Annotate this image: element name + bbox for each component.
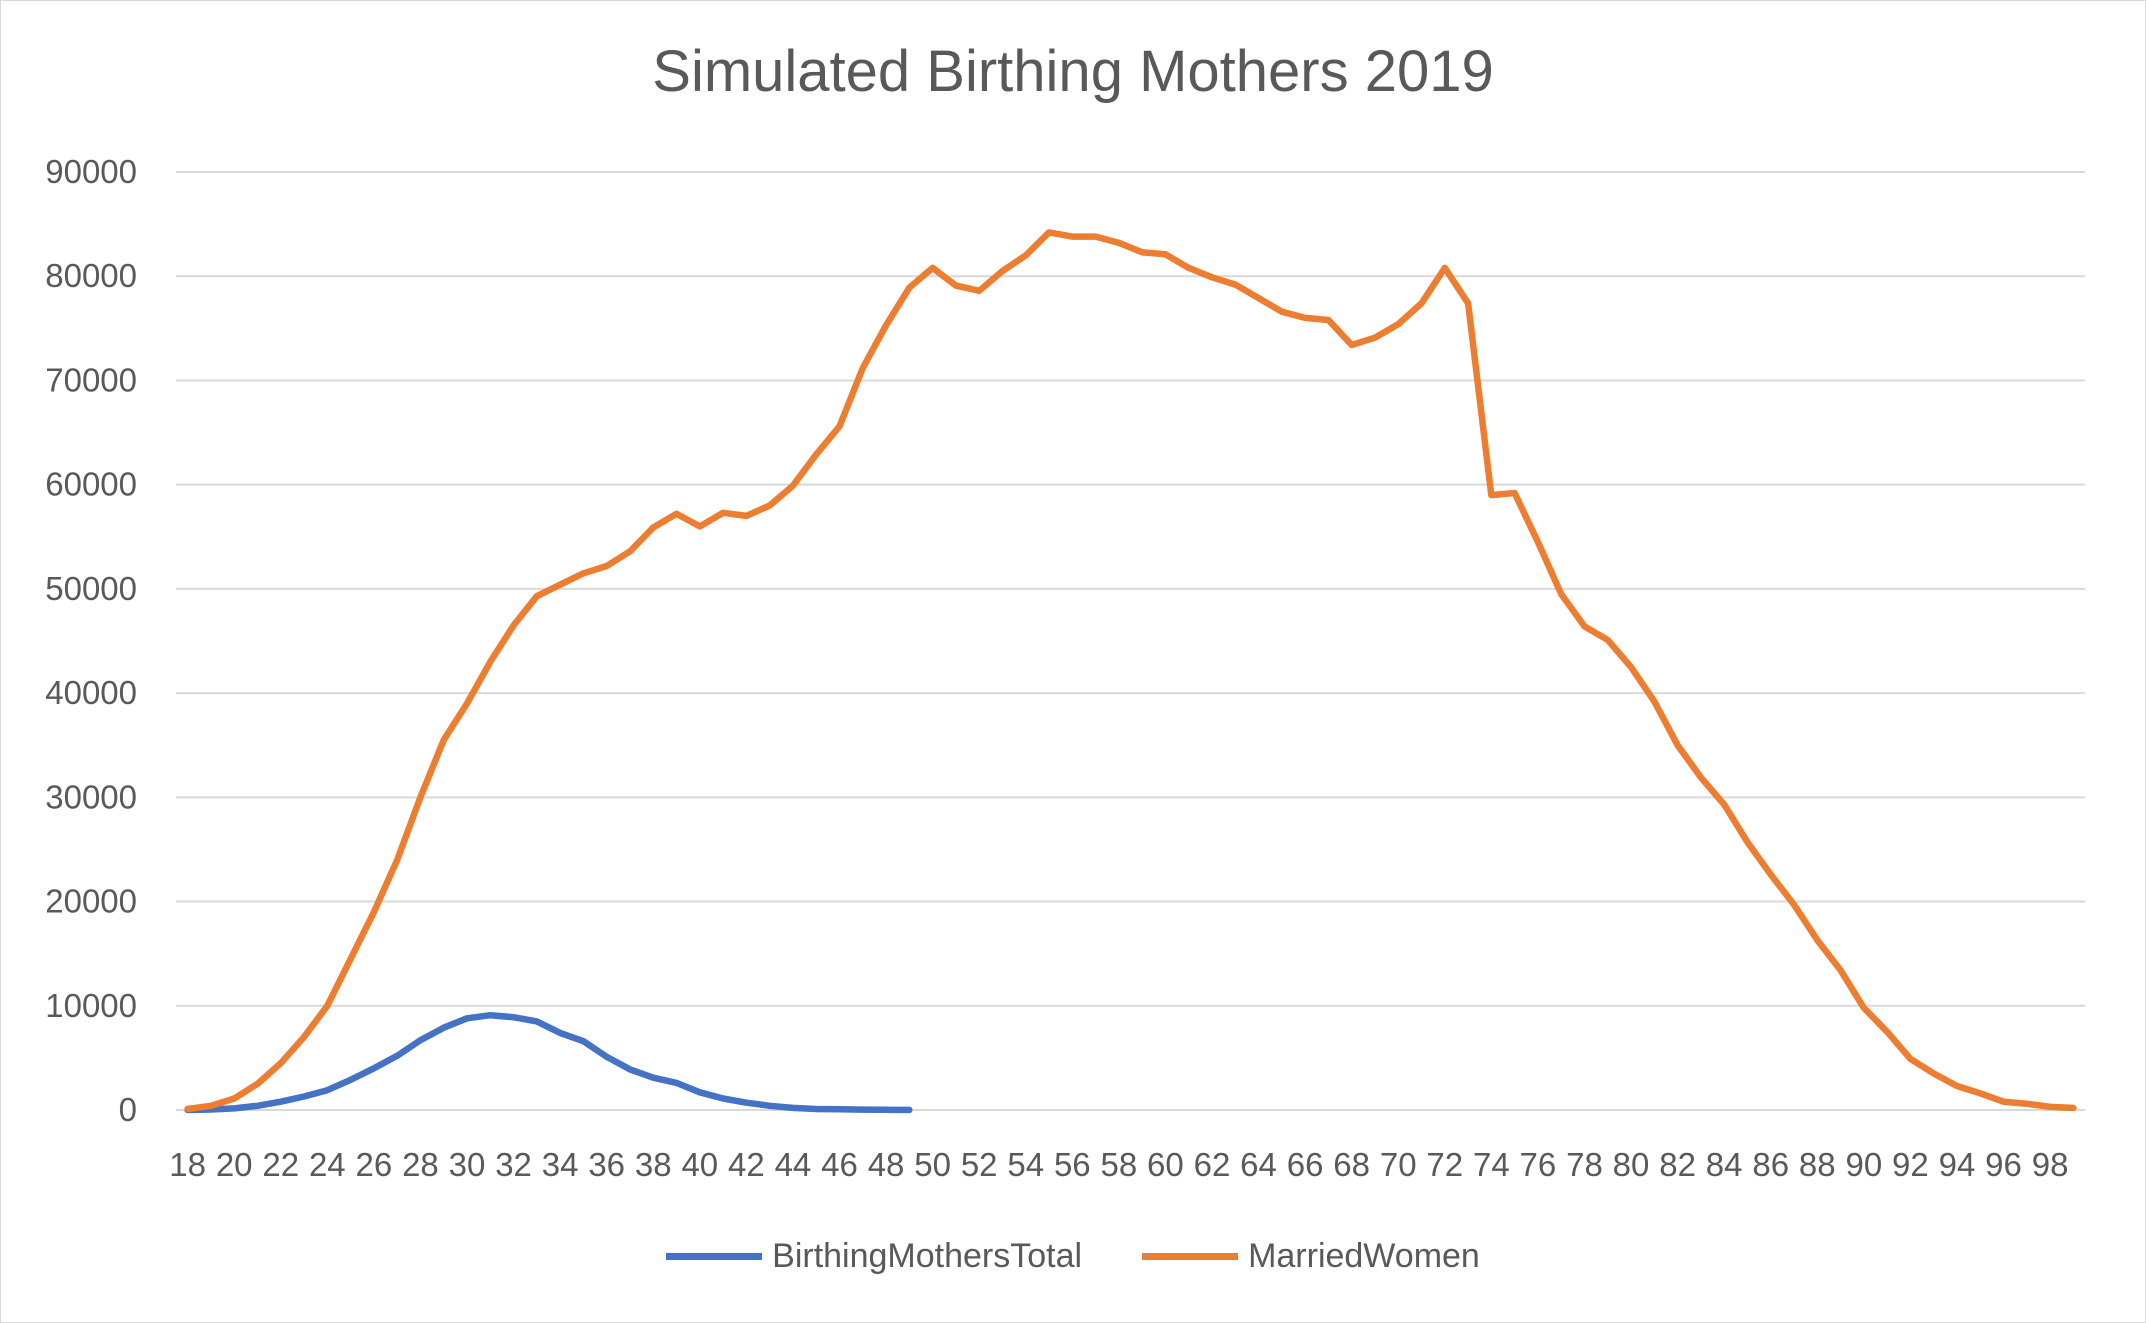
x-tick-label: 98	[2032, 1146, 2069, 1183]
y-tick-label: 70000	[45, 361, 137, 398]
x-tick-label: 28	[402, 1146, 439, 1183]
x-tick-label: 46	[821, 1146, 858, 1183]
x-tick-label: 84	[1706, 1146, 1743, 1183]
x-tick-label: 90	[1845, 1146, 1882, 1183]
x-tick-label: 44	[775, 1146, 812, 1183]
x-tick-label: 58	[1101, 1146, 1138, 1183]
x-tick-label: 32	[495, 1146, 532, 1183]
x-tick-label: 52	[961, 1146, 998, 1183]
x-tick-label: 68	[1333, 1146, 1370, 1183]
x-tick-label: 66	[1287, 1146, 1324, 1183]
x-tick-label: 50	[914, 1146, 951, 1183]
legend-swatch-birthing-mothers	[666, 1252, 763, 1260]
x-tick-label: 94	[1939, 1146, 1976, 1183]
x-tick-label: 78	[1566, 1146, 1603, 1183]
x-tick-label: 76	[1520, 1146, 1557, 1183]
legend-label: BirthingMothersTotal	[772, 1236, 1083, 1275]
legend-item-married-women: MarriedWomen	[1142, 1237, 1480, 1276]
x-tick-label: 42	[728, 1146, 765, 1183]
x-tick-label: 22	[262, 1146, 299, 1183]
x-axis-ticks: 18 20 22 24 26 28 30 32 34 36 38 40 42 44 46 48 50 52 54 56…	[169, 1146, 2068, 1183]
chart-title: Simulated Birthing Mothers 2019	[652, 39, 1494, 104]
x-tick-label: 96	[1985, 1146, 2022, 1183]
y-tick-label: 0	[119, 1091, 137, 1128]
x-tick-label: 92	[1892, 1146, 1929, 1183]
x-tick-label: 74	[1473, 1146, 1510, 1183]
x-tick-label: 54	[1007, 1146, 1044, 1183]
x-tick-label: 70	[1380, 1146, 1417, 1183]
x-tick-label: 80	[1613, 1146, 1650, 1183]
series-line-MarriedWomen	[184, 229, 2077, 1113]
x-tick-label: 18	[169, 1146, 206, 1183]
y-tick-label: 60000	[45, 466, 137, 503]
y-tick-label: 30000	[45, 778, 137, 815]
x-tick-label: 82	[1659, 1146, 1696, 1183]
x-tick-label: 40	[681, 1146, 718, 1183]
y-tick-label: 80000	[45, 257, 137, 294]
x-tick-label: 34	[542, 1146, 579, 1183]
x-tick-label: 88	[1799, 1146, 1836, 1183]
legend-item-birthing-mothers: BirthingMothersTotal	[666, 1237, 1082, 1276]
x-tick-label: 20	[216, 1146, 253, 1183]
x-tick-label: 26	[356, 1146, 393, 1183]
x-tick-label: 64	[1240, 1146, 1277, 1183]
x-tick-label: 30	[449, 1146, 486, 1183]
x-tick-label: 36	[588, 1146, 625, 1183]
y-tick-label: 20000	[45, 883, 137, 920]
series-line-BirthingMothersTotal	[184, 1011, 913, 1114]
legend: BirthingMothersTotal MarriedWomen	[0, 1228, 2146, 1284]
y-tick-label: 40000	[45, 674, 137, 711]
legend-swatch-married-women	[1142, 1252, 1239, 1260]
x-tick-label: 24	[309, 1146, 346, 1183]
gridlines	[176, 171, 2085, 1111]
x-tick-label: 60	[1147, 1146, 1184, 1183]
legend-label: MarriedWomen	[1248, 1236, 1480, 1275]
series-lines	[184, 229, 2077, 1114]
x-tick-label: 62	[1194, 1146, 1231, 1183]
y-axis-ticks: 0 10000 20000 30000 40000 50000 60000 70000 8000…	[45, 153, 137, 1128]
x-tick-label: 72	[1426, 1146, 1463, 1183]
x-tick-label: 38	[635, 1146, 672, 1183]
x-tick-label: 48	[868, 1146, 905, 1183]
x-tick-label: 86	[1752, 1146, 1789, 1183]
y-tick-label: 10000	[45, 987, 137, 1024]
y-tick-label: 90000	[45, 153, 137, 190]
y-tick-label: 50000	[45, 570, 137, 607]
x-tick-label: 56	[1054, 1146, 1091, 1183]
